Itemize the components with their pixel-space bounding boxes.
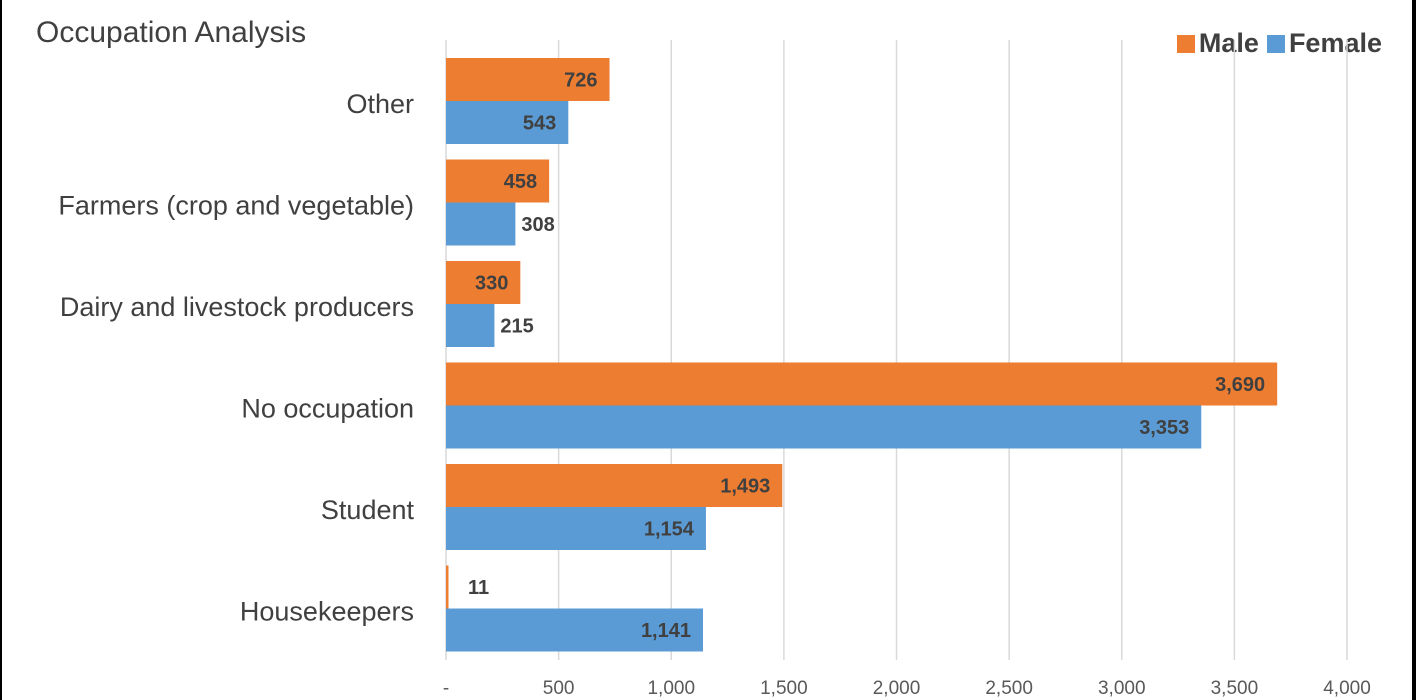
bar-female <box>446 203 515 246</box>
bar-female <box>446 406 1201 449</box>
data-label: 11 <box>468 577 489 599</box>
data-label: 726 <box>564 70 597 92</box>
bar-male <box>446 566 448 609</box>
data-label: 458 <box>504 171 537 193</box>
category-label: Student <box>321 495 415 525</box>
x-tick-label: 4,000 <box>1323 678 1371 699</box>
data-label: 3,353 <box>1139 417 1189 439</box>
category-label: Dairy and livestock producers <box>60 292 414 322</box>
data-label: 1,493 <box>720 476 770 498</box>
category-label: No occupation <box>241 394 414 424</box>
bar-male <box>446 363 1277 406</box>
x-tick-label: 500 <box>543 678 575 699</box>
data-label: 1,154 <box>644 519 695 541</box>
data-label: 330 <box>475 273 508 295</box>
x-tick-label: - <box>443 678 449 699</box>
data-label: 215 <box>500 316 533 338</box>
category-label: Housekeepers <box>240 597 414 627</box>
data-label: 1,141 <box>641 620 691 642</box>
x-tick-label: 2,000 <box>873 678 921 699</box>
x-tick-label: 1,000 <box>647 678 695 699</box>
data-label: 308 <box>521 214 554 236</box>
x-tick-label: 3,500 <box>1211 678 1259 699</box>
bar-female <box>446 304 494 347</box>
category-label: Other <box>346 89 414 119</box>
data-label: 3,690 <box>1215 374 1265 396</box>
category-label: Farmers (crop and vegetable) <box>58 191 414 221</box>
x-tick-label: 1,500 <box>760 678 808 699</box>
x-tick-label: 3,000 <box>1098 678 1146 699</box>
data-label: 543 <box>523 113 556 135</box>
x-tick-label: 2,500 <box>985 678 1033 699</box>
